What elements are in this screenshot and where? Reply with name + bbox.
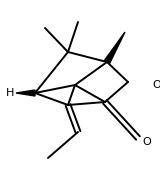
Polygon shape [16,90,35,96]
Text: O: O [142,137,151,147]
Text: H: H [6,88,14,98]
Text: O: O [152,80,160,90]
Polygon shape [104,32,125,64]
